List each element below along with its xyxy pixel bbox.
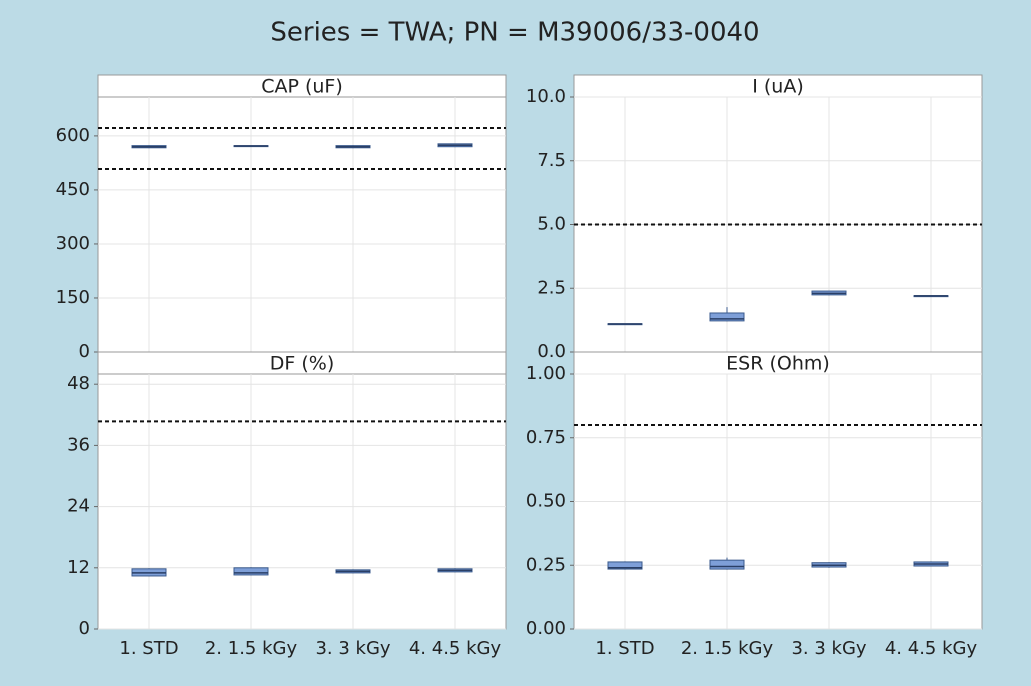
x-tick-label: 4. 4.5 kGy xyxy=(409,638,502,659)
chart-title: Series = TWA; PN = M39006/33-0040 xyxy=(270,18,759,48)
box xyxy=(709,312,745,322)
y-tick-label: 150 xyxy=(56,287,90,308)
x-tick-label: 1. STD xyxy=(119,638,178,659)
y-tick-label: 600 xyxy=(56,125,90,146)
x-tick-label: 4. 4.5 kGy xyxy=(885,638,978,659)
x-tick-label: 2. 1.5 kGy xyxy=(205,638,298,659)
panel-title: I (uA) xyxy=(752,76,804,98)
x-tick-label: 3. 3 kGy xyxy=(791,638,866,659)
y-tick-label: 7.5 xyxy=(537,150,566,171)
x-tick-label: 1. STD xyxy=(595,638,654,659)
y-tick-label: 0.25 xyxy=(526,554,566,575)
plot-area xyxy=(573,74,983,353)
x-tick-label: 3. 3 kGy xyxy=(315,638,390,659)
y-tick-label: 0.00 xyxy=(526,618,566,639)
plot-area xyxy=(97,74,507,353)
y-tick-label: 1.00 xyxy=(526,363,566,384)
panel-title: ESR (Ohm) xyxy=(726,353,830,375)
y-tick-label: 48 xyxy=(67,373,90,394)
y-tick-label: 36 xyxy=(67,434,90,455)
y-tick-label: 0 xyxy=(79,618,90,639)
y-tick-label: 300 xyxy=(56,233,90,254)
y-tick-label: 2.5 xyxy=(537,277,566,298)
y-tick-label: 5.0 xyxy=(537,214,566,235)
y-tick-label: 24 xyxy=(67,496,90,517)
box xyxy=(607,561,643,570)
panel-title: CAP (uF) xyxy=(261,76,343,98)
y-tick-label: 12 xyxy=(67,557,90,578)
y-tick-label: 450 xyxy=(56,179,90,200)
y-tick-label: 0 xyxy=(79,341,90,362)
x-tick-label: 2. 1.5 kGy xyxy=(681,638,774,659)
y-tick-label: 0.0 xyxy=(537,341,566,362)
panel-title: DF (%) xyxy=(270,353,334,375)
y-tick-label: 0.50 xyxy=(526,491,566,512)
plot-area xyxy=(97,351,507,630)
box xyxy=(233,567,269,576)
box xyxy=(709,559,745,570)
y-tick-label: 10.0 xyxy=(526,86,566,107)
y-tick-label: 0.75 xyxy=(526,427,566,448)
plot-area xyxy=(573,351,983,630)
